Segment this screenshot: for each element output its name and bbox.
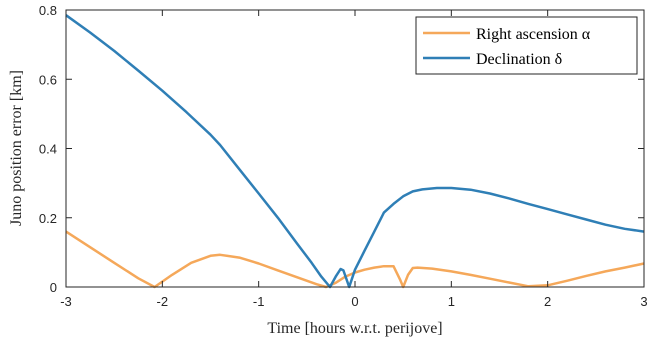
y-tick-label: 0.6 bbox=[39, 72, 57, 87]
x-tick-label: 1 bbox=[448, 294, 455, 309]
legend: Right ascension α Declination δ bbox=[415, 16, 638, 75]
series-line-1 bbox=[65, 14, 645, 289]
y-tick-label: 0 bbox=[50, 280, 57, 295]
y-tick-label: 0.8 bbox=[39, 3, 57, 18]
x-tick-label: 2 bbox=[544, 294, 551, 309]
plot-lines bbox=[65, 14, 645, 289]
x-tick-label: -1 bbox=[253, 294, 265, 309]
x-tick-label: -2 bbox=[157, 294, 169, 309]
y-tick-label: 0.2 bbox=[39, 211, 57, 226]
x-axis-label: Time [hours w.r.t. perijove] bbox=[267, 320, 442, 337]
y-axis-label: Juno position error [km] bbox=[8, 70, 25, 226]
legend-box bbox=[415, 16, 638, 75]
legend-label-right-ascension: Right ascension α bbox=[476, 26, 591, 43]
series-line-0 bbox=[65, 230, 645, 289]
x-tick-label: 0 bbox=[351, 294, 358, 309]
x-tick-label: -3 bbox=[60, 294, 72, 309]
axis-ticks: -3 -2 -1 0 1 2 3 0 0.2 0.4 0.6 0.8 bbox=[39, 3, 648, 309]
legend-label-declination: Declination δ bbox=[476, 51, 562, 68]
y-tick-label: 0.4 bbox=[39, 142, 57, 157]
x-tick-label: 3 bbox=[640, 294, 647, 309]
